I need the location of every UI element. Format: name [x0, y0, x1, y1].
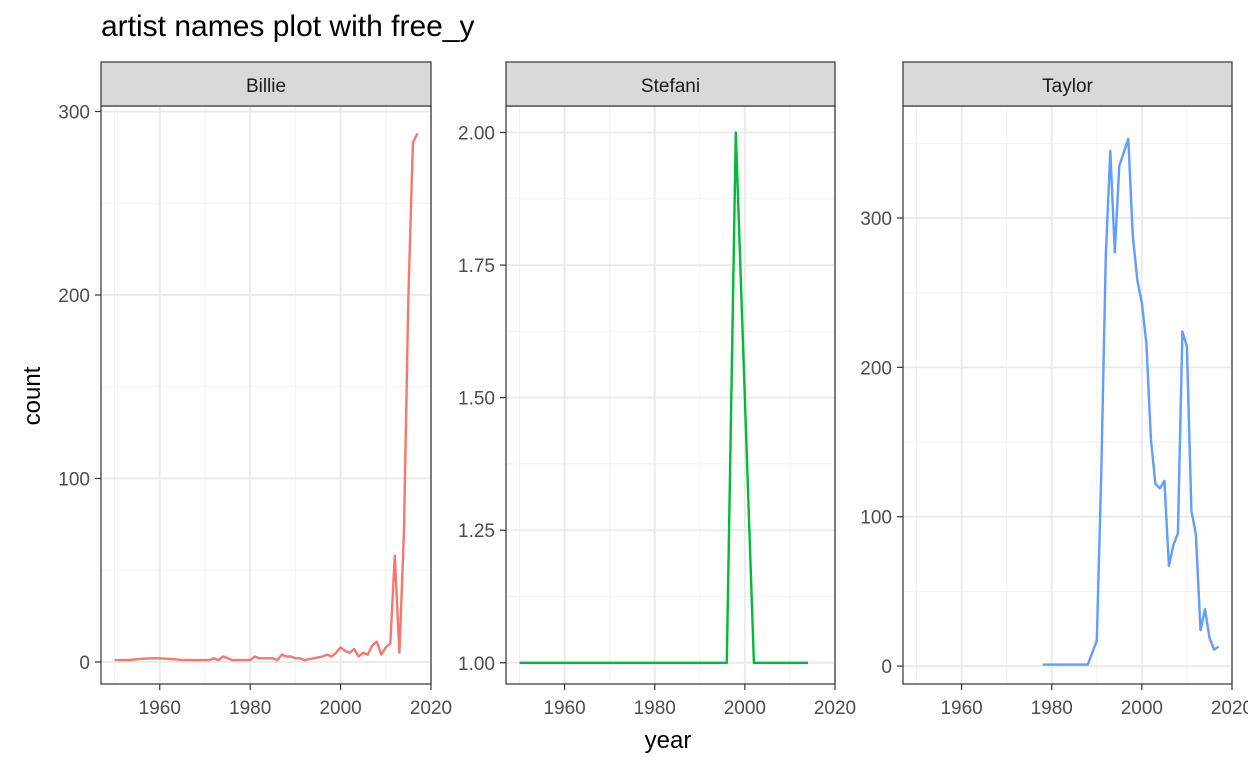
series-line-stefani [519, 131, 808, 664]
facet-strip [505, 61, 836, 107]
facet-strip-label: Stefani [641, 76, 700, 97]
y-tick-label: 200 [58, 286, 90, 307]
y-tick-label: 1.25 [458, 521, 495, 542]
y-axis-title: count [19, 366, 46, 425]
y-tick-label: 300 [860, 209, 892, 230]
facet-strip-label: Taylor [1042, 76, 1093, 97]
y-tick-label: 1.75 [458, 256, 495, 277]
x-tick-label: 2020 [1211, 698, 1248, 719]
facet-panel-stefani: Stefani 1960 1980 2000 2020 1.00 1.25 1.50 1.75 2… [458, 61, 856, 719]
y-tick-label: 100 [860, 508, 892, 529]
x-tick-label: 1960 [139, 698, 181, 719]
x-tick-label: 1960 [940, 698, 982, 719]
x-tick-label: 2020 [814, 698, 856, 719]
x-tick-label: 1980 [634, 698, 676, 719]
x-tick-label: 1980 [1031, 698, 1073, 719]
facet-panel-taylor: Taylor 1960 1980 2000 2020 0 100 200 300 [860, 61, 1248, 719]
x-tick-label: 1980 [229, 698, 271, 719]
x-axis-title: year [645, 727, 692, 754]
facet-strip [100, 61, 432, 107]
x-tick-label: 2000 [319, 698, 361, 719]
series-line-taylor [1042, 137, 1220, 666]
y-tick-label: 1.50 [458, 389, 495, 410]
panel-background [903, 106, 1232, 684]
facet-panel-billie: Billie 1960 1980 2000 2020 0 100 200 300 [58, 61, 452, 719]
x-tick-label: 2000 [724, 698, 766, 719]
y-tick-label: 0 [881, 657, 892, 678]
y-tick-label: 200 [860, 358, 892, 379]
y-tick-label: 2.00 [458, 124, 495, 145]
panel-background [506, 106, 835, 684]
y-tick-label: 0 [79, 653, 90, 674]
panel-background [101, 106, 431, 684]
series-line-billie [114, 132, 419, 662]
x-tick-label: 1960 [543, 698, 585, 719]
facet-strip [902, 61, 1233, 107]
chart-title: artist names plot with free_y [101, 10, 475, 43]
y-tick-label: 300 [58, 103, 90, 124]
y-tick-label: 100 [58, 469, 90, 490]
y-tick-label: 1.00 [458, 654, 495, 675]
x-tick-label: 2020 [410, 698, 452, 719]
facet-strip-label: Billie [246, 76, 286, 97]
x-tick-label: 2000 [1121, 698, 1163, 719]
